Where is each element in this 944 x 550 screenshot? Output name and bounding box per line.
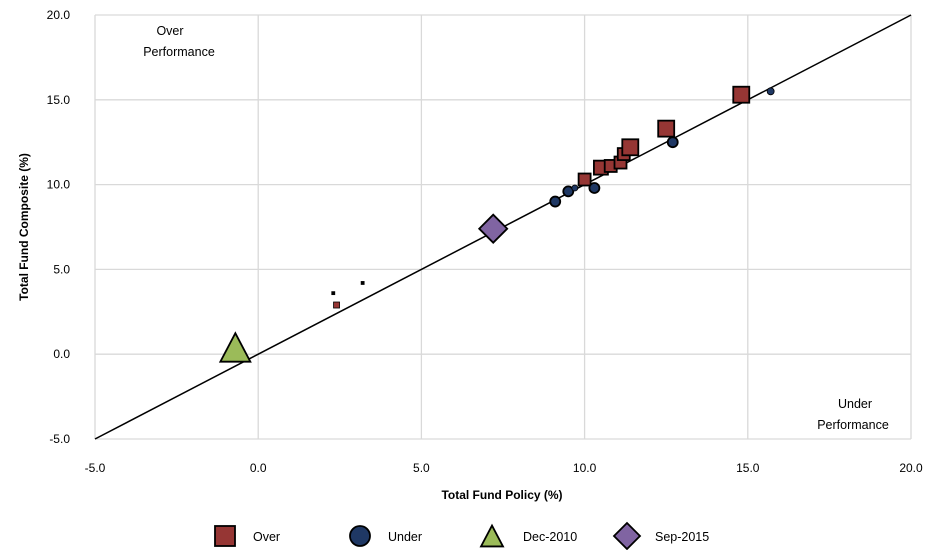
data-points (218, 85, 775, 363)
grid (94, 14, 912, 440)
legend-marker-dec-2010 (479, 523, 505, 548)
point-over (331, 291, 336, 296)
y-axis-title: Total Fund Composite (%) (17, 153, 31, 301)
y-tick-label: 15.0 (47, 93, 71, 107)
y-tick-label: 0.0 (53, 347, 70, 361)
point-over (360, 281, 365, 285)
y-tick-label: -5.0 (49, 432, 70, 446)
x-tick-label: -5.0 (85, 461, 106, 475)
tick-labels: -5.0 0.0 5.0 10.0 15.0 20.0 -5.0 0.0 5.0 10.0 15.0… (47, 8, 923, 475)
x-tick-label: 5.0 (413, 461, 430, 475)
point-under (571, 184, 579, 192)
x-tick-label: 0.0 (250, 461, 267, 475)
point-under (549, 195, 562, 208)
under-annotation-line1: Under (838, 397, 872, 411)
point-under (588, 182, 601, 194)
point-over (333, 301, 340, 309)
legend-marker-over (214, 525, 236, 547)
y-tick-label: 10.0 (47, 178, 71, 192)
over-annotation-line1: Over (156, 24, 183, 38)
point-over (621, 138, 640, 157)
point-over (577, 172, 592, 187)
point-over (657, 119, 676, 138)
y-tick-label: 5.0 (53, 262, 70, 276)
legend-label-dec-2010: Dec-2010 (523, 530, 577, 544)
legend: Over Under Dec-2010 Sep-2015 (214, 521, 709, 550)
point-dec-2010 (218, 331, 252, 363)
point-over (732, 85, 751, 104)
x-tick-label: 15.0 (736, 461, 760, 475)
point-under (766, 87, 775, 96)
legend-marker-sep-2015 (612, 521, 642, 550)
legend-label-under: Under (388, 530, 422, 544)
point-under (666, 136, 679, 149)
x-tick-label: 20.0 (899, 461, 923, 475)
legend-marker-under (349, 525, 371, 547)
y-tick-label: 20.0 (47, 8, 71, 22)
under-annotation-line2: Performance (817, 418, 889, 432)
point-under (562, 185, 575, 198)
legend-label-over: Over (253, 530, 280, 544)
x-tick-label: 10.0 (573, 461, 597, 475)
point-sep-2015 (477, 213, 509, 244)
x-axis-title: Total Fund Policy (%) (441, 488, 562, 502)
over-annotation-line2: Performance (143, 45, 215, 59)
legend-label-sep-2015: Sep-2015 (655, 530, 709, 544)
